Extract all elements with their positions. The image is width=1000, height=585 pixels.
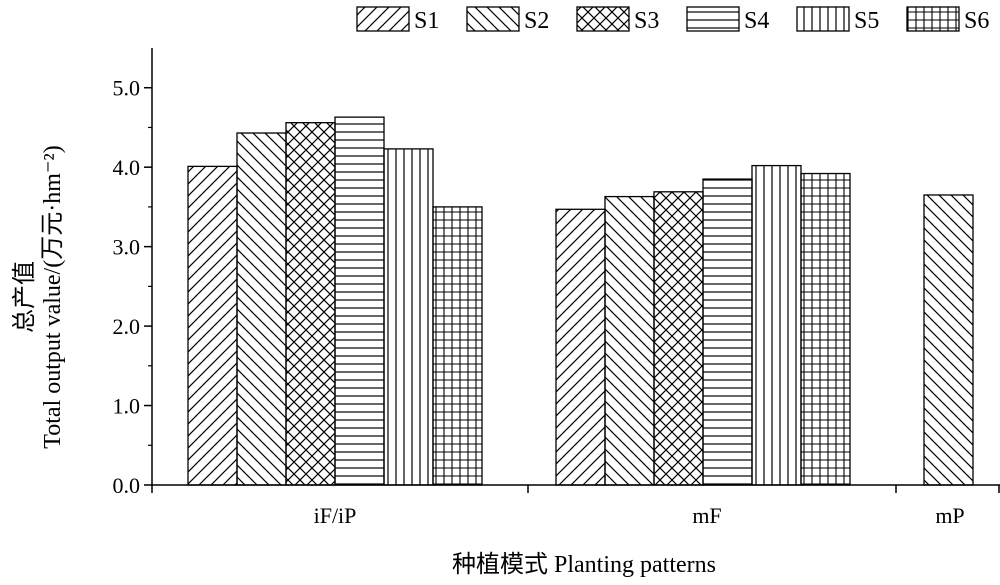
y-axis-title: 总产值 Total output value/(万元·hm⁻²): [11, 145, 66, 448]
bar-S6-iFiP: [432, 206, 483, 486]
bar-S4-mF: [702, 178, 753, 486]
x-axis: iF/iP mF mP: [151, 484, 1000, 528]
y-axis-title-english: Total output value/(万元·hm⁻²): [40, 145, 66, 448]
bar-S1-mF: [555, 208, 606, 486]
x-tick-label: mF: [692, 503, 721, 528]
bar-S4-iFiP: [334, 116, 385, 486]
y-tick-label: 1.0: [113, 394, 141, 419]
y-axis-title-chinese: 总产值: [11, 261, 38, 333]
bar-S1-iFiP: [187, 165, 238, 486]
y-tick-label: 0.0: [113, 473, 141, 498]
plot-area: 0.0 1.0 2.0 3.0 4.0 5.0 iF/iP mF mP: [113, 48, 1000, 528]
bar-S3-mF: [653, 191, 704, 486]
bar-S2-mP: [923, 194, 974, 486]
y-tick-label: 3.0: [113, 235, 141, 260]
legend-swatch-S5: [796, 6, 850, 32]
legend-label-S4: S4: [744, 8, 769, 34]
bar-S2-mF: [604, 195, 655, 486]
legend-label-S2: S2: [524, 8, 549, 34]
legend-swatch-S6: [906, 6, 960, 32]
bar-S5-iFiP: [383, 148, 434, 486]
y-tick-label: 2.0: [113, 314, 141, 339]
x-tick-label: mP: [935, 503, 964, 528]
legend-swatch-S4: [686, 6, 740, 32]
x-tick-label: iF/iP: [314, 503, 357, 528]
legend-label-S5: S5: [854, 8, 879, 34]
legend-swatch-S2: [466, 6, 520, 32]
bar-S5-mF: [751, 164, 802, 486]
bar-S2-iFiP: [236, 132, 287, 486]
y-tick-label: 4.0: [113, 155, 141, 180]
y-tick-label: 5.0: [113, 76, 141, 101]
x-axis-title: 种植模式 Planting patterns: [452, 551, 716, 578]
legend-label-S6: S6: [964, 8, 989, 34]
legend: S1 S2 S3 S4 S5 S6: [356, 6, 989, 34]
legend-swatch-S1: [356, 6, 410, 32]
bar-S3-iFiP: [285, 122, 336, 486]
legend-label-S1: S1: [414, 8, 439, 34]
y-axis: 0.0 1.0 2.0 3.0 4.0 5.0: [113, 48, 153, 498]
legend-swatch-S3: [576, 6, 630, 32]
legend-label-S3: S3: [634, 8, 659, 34]
bars: [187, 116, 974, 486]
bar-S6-mF: [800, 172, 851, 486]
